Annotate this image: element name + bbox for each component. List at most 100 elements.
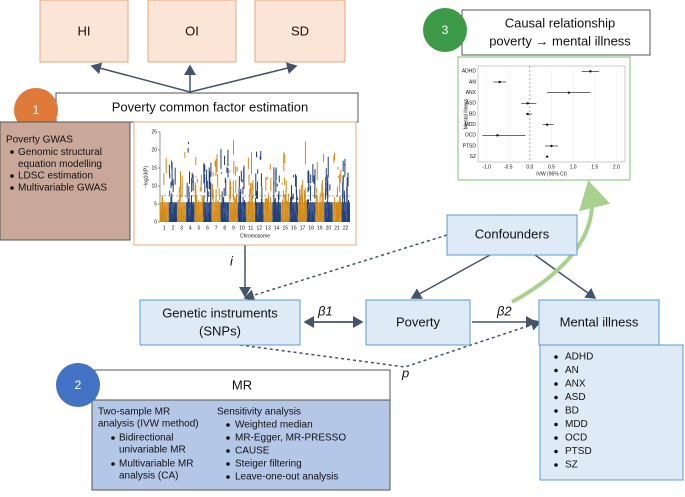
snp-dot <box>329 184 331 191</box>
snp-band <box>229 202 238 222</box>
snp-band <box>272 202 281 222</box>
heading: Sensitivity analysis <box>217 407 301 418</box>
snp-dot <box>240 188 242 195</box>
step3-title-box <box>461 9 651 56</box>
snp-dot <box>255 173 257 196</box>
title: Causal relationship <box>505 15 616 30</box>
snp-dot <box>200 181 202 192</box>
snp-dot <box>260 173 262 187</box>
snp-dot <box>283 194 285 207</box>
snp-dot <box>223 187 225 196</box>
y-tick-label: 5 <box>154 201 157 207</box>
snp-dot <box>187 141 189 145</box>
snp-dot <box>229 186 231 204</box>
x-tick-label: 8 <box>223 225 226 231</box>
snp-dot <box>184 152 186 159</box>
snp-dot <box>296 197 298 201</box>
snp-dot <box>259 156 261 160</box>
snp-dot <box>342 160 344 172</box>
bullet <box>554 422 558 427</box>
snp-dot <box>298 189 300 200</box>
snp-dot <box>287 193 289 210</box>
snp-dot <box>291 184 293 195</box>
y-tick-label: 0 <box>154 219 157 225</box>
snp-dot <box>187 198 189 203</box>
gwas-box <box>0 121 131 241</box>
snp-dot <box>242 186 244 195</box>
snp-dot <box>312 163 314 183</box>
snp-dot <box>273 167 275 186</box>
snp-band <box>177 202 186 222</box>
node-mental-illness <box>538 299 660 346</box>
x-tick-label: 21 <box>334 225 340 231</box>
edge-label: p <box>401 365 409 380</box>
label: OI <box>185 23 199 38</box>
x-tick-label: 20 <box>326 225 332 231</box>
snp-dot <box>233 161 235 174</box>
snp-dot <box>343 163 345 166</box>
snp-dot <box>174 167 176 185</box>
snp-dot <box>168 164 170 175</box>
snp-band <box>255 202 264 222</box>
snp-band <box>315 202 325 222</box>
snp-dot <box>195 176 197 178</box>
title: poverty → mental illness <box>489 33 631 48</box>
snp-band <box>289 202 299 222</box>
snp-dot <box>192 180 194 183</box>
snp-band <box>203 202 212 222</box>
snp-dot <box>269 196 271 203</box>
y-tick-label: ADHD <box>462 69 477 75</box>
x-tick-label: 6 <box>206 225 209 231</box>
bullet <box>554 382 558 386</box>
bullet <box>10 186 14 190</box>
snp-dot <box>199 187 201 192</box>
snp-dot <box>212 189 214 195</box>
snp-dot <box>282 190 284 198</box>
snp-dot <box>196 178 198 184</box>
snp-dot <box>230 181 232 199</box>
y-axis-label: −log10(P) <box>143 166 149 188</box>
snp-dot <box>206 180 208 202</box>
snp-band <box>237 202 247 222</box>
snp-dot <box>250 188 252 208</box>
snp-dot <box>187 147 189 153</box>
snp-dot <box>323 153 325 163</box>
snp-dot <box>344 195 346 205</box>
snp-dot <box>188 171 190 184</box>
list-item: analysis (CA) <box>119 471 178 482</box>
snp-dot <box>217 173 219 188</box>
snp-dot <box>238 175 240 188</box>
snp-dot <box>191 177 193 193</box>
snp-dot <box>316 187 318 193</box>
snp-band <box>280 202 290 222</box>
snp-dot <box>223 196 225 208</box>
box-oi <box>147 0 237 63</box>
snp-dot <box>293 174 295 178</box>
snp-dot <box>325 176 327 191</box>
y-tick-label: ANX <box>466 90 477 96</box>
snp-dot <box>266 176 268 180</box>
node-label: (SNPs) <box>199 323 241 338</box>
y-tick-label: ASD <box>466 101 477 107</box>
snp-dot <box>178 186 180 205</box>
snp-dot <box>327 156 329 178</box>
snp-dot <box>210 162 212 177</box>
bullet <box>226 449 230 453</box>
y-tick-label: SZ <box>470 154 476 160</box>
snp-dot <box>204 174 206 193</box>
snp-dot <box>249 183 251 195</box>
snp-band <box>246 202 255 222</box>
snp-dot <box>304 187 306 211</box>
snp-dot <box>249 189 251 206</box>
node-label: Confounders <box>475 226 550 241</box>
snp-dot <box>222 199 224 201</box>
snp-dot <box>292 193 294 200</box>
x-tick-label: 5 <box>197 225 200 231</box>
snp-dot <box>273 181 275 199</box>
snp-dot <box>260 151 262 161</box>
bullet <box>226 462 230 466</box>
snp-dot <box>208 167 210 189</box>
snp-dot <box>278 191 280 200</box>
bullet <box>111 462 115 466</box>
bullet <box>111 436 115 440</box>
